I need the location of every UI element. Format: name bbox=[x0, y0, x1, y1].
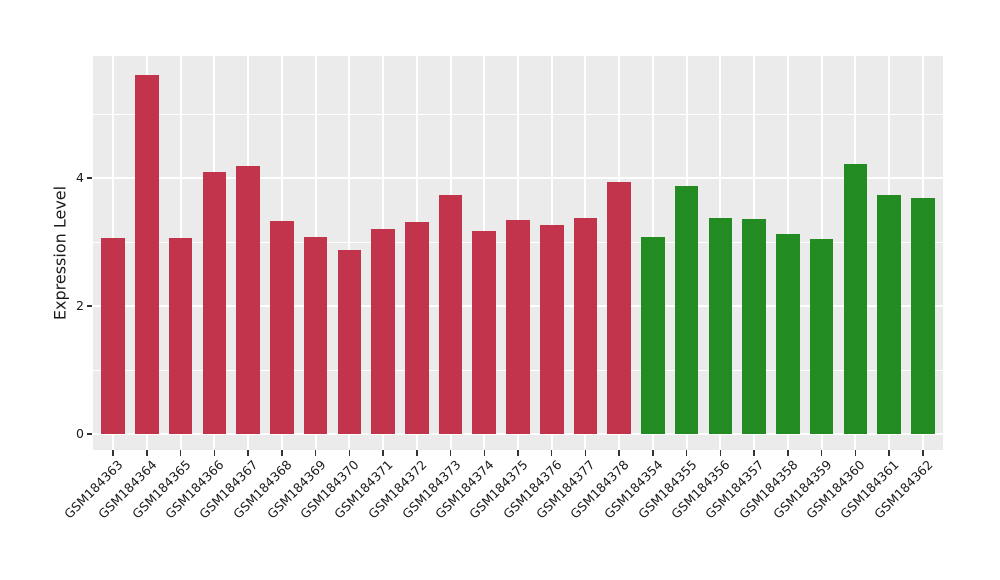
x-tick-mark-GSM184369 bbox=[314, 450, 317, 456]
y-tick-label-4: 4 bbox=[76, 170, 84, 185]
x-tick-mark-GSM184373 bbox=[449, 450, 452, 456]
bar-GSM184370 bbox=[337, 249, 362, 434]
x-tick-mark-GSM184367 bbox=[247, 450, 249, 456]
bar-GSM184377 bbox=[573, 217, 598, 434]
y-tick-mark-0 bbox=[87, 433, 92, 435]
bar-GSM184376 bbox=[539, 224, 564, 434]
bar-GSM184369 bbox=[303, 236, 328, 434]
bar-GSM184368 bbox=[270, 220, 294, 434]
bar-GSM184359 bbox=[809, 238, 834, 434]
bar-GSM184361 bbox=[877, 195, 901, 434]
bar-GSM184367 bbox=[236, 166, 260, 434]
bar-GSM184365 bbox=[168, 238, 193, 434]
bar-GSM184366 bbox=[202, 171, 227, 434]
plot-panel bbox=[93, 56, 943, 450]
bar-GSM184371 bbox=[371, 228, 395, 434]
x-tick-mark-GSM184354 bbox=[652, 450, 654, 456]
x-tick-mark-GSM184374 bbox=[483, 450, 486, 456]
x-tick-mark-GSM184364 bbox=[146, 450, 148, 456]
bar-GSM184378 bbox=[607, 182, 631, 434]
x-tick-mark-GSM184372 bbox=[416, 450, 418, 456]
x-tick-mark-GSM184362 bbox=[922, 450, 924, 456]
y-tick-label-0: 0 bbox=[76, 426, 84, 441]
bar-GSM184360 bbox=[843, 163, 868, 434]
x-tick-mark-GSM184363 bbox=[112, 450, 114, 456]
bar-GSM184373 bbox=[438, 195, 463, 434]
bar-GSM184375 bbox=[506, 219, 530, 434]
y-tick-mark-2 bbox=[87, 305, 92, 307]
bar-GSM184364 bbox=[135, 74, 159, 434]
x-tick-mark-GSM184370 bbox=[348, 450, 351, 456]
x-tick-mark-GSM184376 bbox=[550, 450, 553, 456]
bar-GSM184372 bbox=[405, 221, 429, 434]
bar-GSM184355 bbox=[674, 186, 699, 434]
bar-GSM184358 bbox=[776, 233, 800, 434]
x-tick-mark-GSM184375 bbox=[517, 450, 519, 456]
x-tick-mark-GSM184360 bbox=[854, 450, 857, 456]
x-tick-mark-GSM184358 bbox=[787, 450, 789, 456]
x-tick-mark-GSM184355 bbox=[685, 450, 688, 456]
x-tick-mark-GSM184357 bbox=[753, 450, 755, 456]
bar-GSM184374 bbox=[472, 231, 497, 434]
x-tick-mark-GSM184368 bbox=[281, 450, 283, 456]
x-tick-mark-GSM184366 bbox=[213, 450, 216, 456]
bar-GSM184357 bbox=[742, 218, 766, 434]
bar-GSM184362 bbox=[910, 198, 935, 434]
x-tick-mark-GSM184361 bbox=[888, 450, 890, 456]
x-tick-mark-GSM184356 bbox=[719, 450, 722, 456]
bar-GSM184356 bbox=[708, 218, 733, 434]
x-tick-mark-GSM184359 bbox=[820, 450, 823, 456]
x-tick-mark-GSM184377 bbox=[584, 450, 587, 456]
y-tick-mark-4 bbox=[87, 177, 92, 179]
x-tick-mark-GSM184378 bbox=[618, 450, 620, 456]
bar-GSM184354 bbox=[641, 236, 665, 434]
bar-GSM184363 bbox=[101, 237, 126, 434]
y-tick-label-2: 2 bbox=[76, 298, 84, 313]
x-tick-mark-GSM184371 bbox=[382, 450, 384, 456]
x-tick-mark-GSM184365 bbox=[179, 450, 182, 456]
